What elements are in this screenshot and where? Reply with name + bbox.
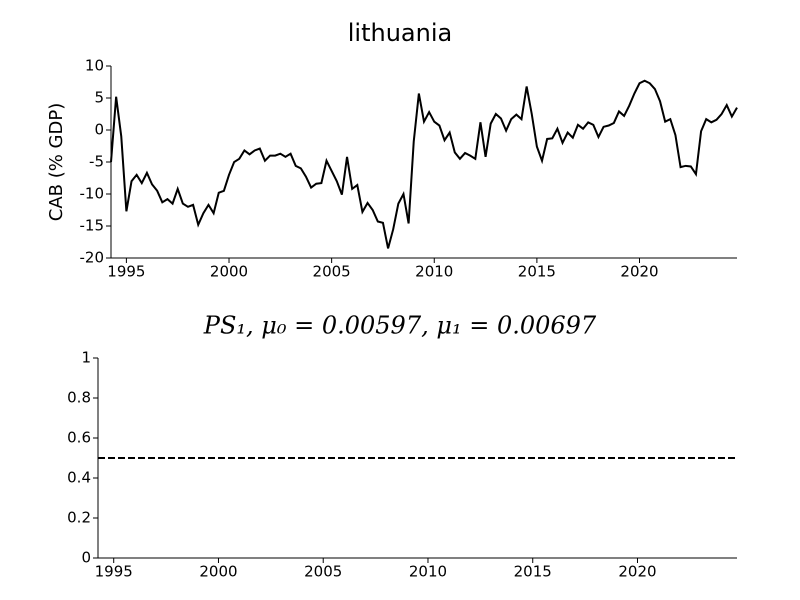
x-tick-label: 2010 [409,563,447,581]
data-line [110,79,738,249]
y-tick-label: 10 [85,57,104,75]
x-tick-label: 2000 [199,563,237,581]
x-tick-label: 2020 [620,263,658,281]
y-tick-label: 1 [81,349,91,367]
y-tick-label: 0 [94,121,104,139]
x-tick-label: 2010 [415,263,453,281]
chart-title: PS₁, μ₀ = 0.00597, μ₁ = 0.00697 [203,312,597,340]
chart-title: lithuania [348,19,452,47]
y-tick-label: -15 [80,217,105,235]
x-tick-label: 2005 [304,563,342,581]
x-tick-label: 2005 [313,263,351,281]
y-tick-label: 0.6 [67,429,91,447]
y-tick-label: -20 [80,249,105,267]
y-tick-label: 0 [81,549,91,567]
y-tick-label: 0.8 [67,389,91,407]
y-tick-label: 0.4 [67,469,91,487]
y-tick-label: -10 [80,185,105,203]
x-tick-label: 1995 [107,263,145,281]
x-tick-label: 2015 [518,263,556,281]
y-tick-label: -5 [89,153,104,171]
y-tick-label: 5 [94,89,104,107]
y-tick-label: 0.2 [67,509,91,527]
y-axis-label: CAB (% GDP) [46,103,67,222]
x-tick-label: 1995 [95,563,133,581]
x-tick-label: 2000 [210,263,248,281]
x-tick-label: 2020 [618,563,656,581]
x-tick-label: 2015 [514,563,552,581]
